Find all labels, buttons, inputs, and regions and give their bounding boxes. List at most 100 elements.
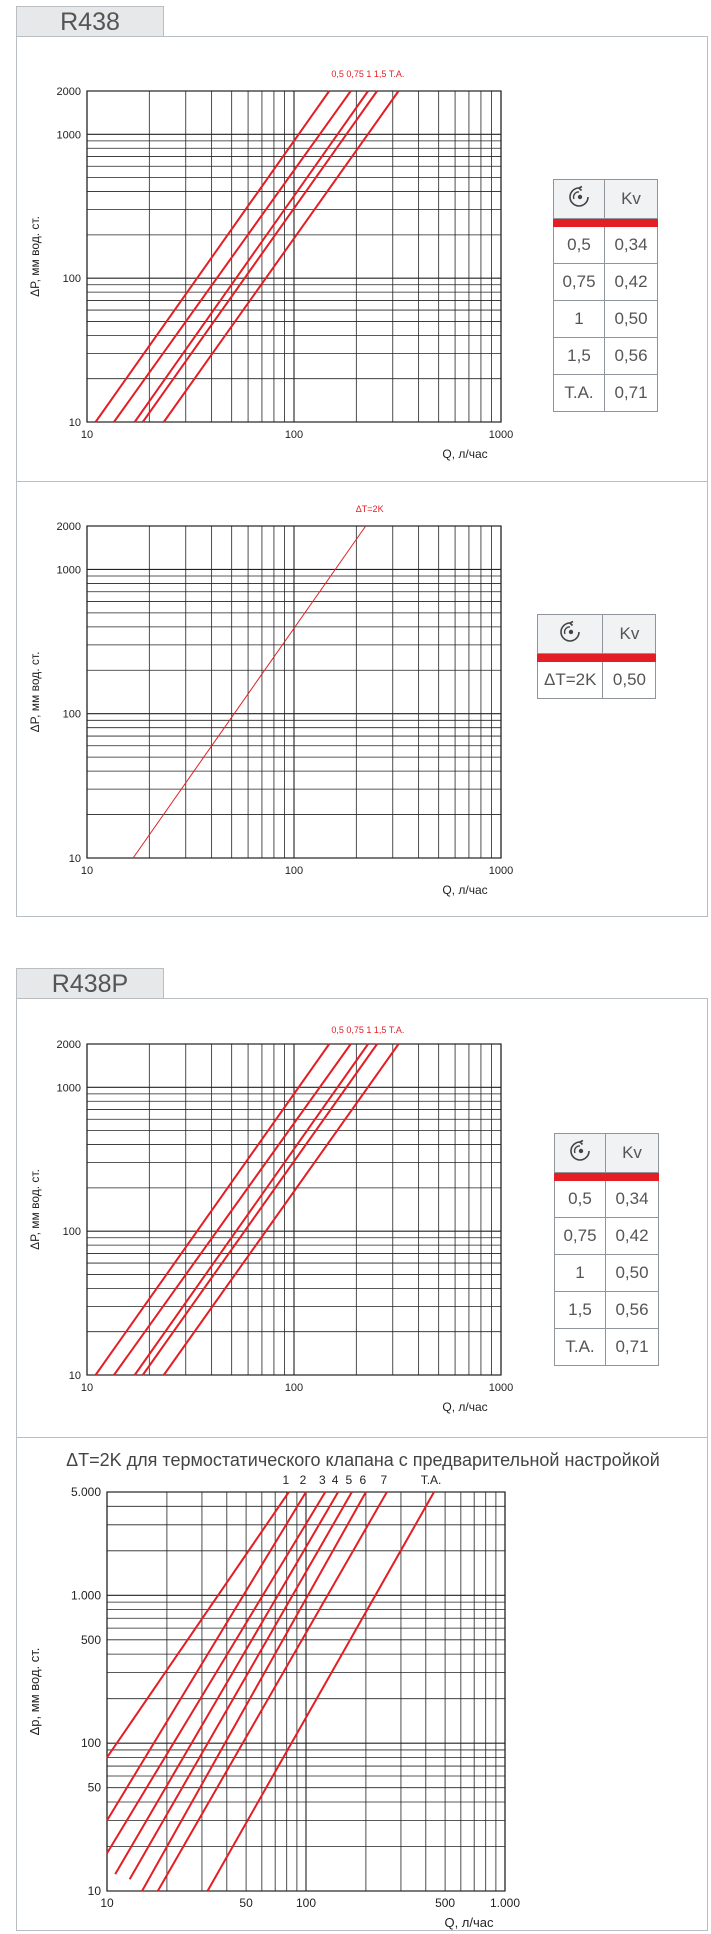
kv-row: T.A. 0,71 [554, 1328, 659, 1366]
series-label: 7 [381, 1473, 388, 1487]
y-tick-label: 100 [81, 1736, 101, 1750]
valve-icon-cell [536, 614, 604, 654]
chart-r438p-dt2k: 10 50 100 500 1.000 10 50 100 500 1.000 5.000 Q, л/… [27, 1473, 520, 1930]
chart-panel-r438p-1: 10 100 1000 10 100 1000 2000 Q, л/час ΔP, мм вод… [16, 998, 708, 1438]
series-line [162, 90, 400, 423]
series-label: 0,5 [331, 1025, 344, 1035]
series-line [132, 525, 367, 859]
series-line [133, 1043, 369, 1376]
kv-row: 0,75 0,42 [554, 1217, 659, 1255]
y-tick-label: 50 [88, 1781, 102, 1795]
series-line [106, 1491, 307, 1821]
series-line [113, 90, 352, 423]
y-axis-label: ΔP, мм вод. ст. [28, 1169, 42, 1250]
kv-row: 0,5 0,34 [553, 226, 658, 264]
x-axis-label: Q, л/час [444, 1915, 494, 1930]
chart-panel-r438-1: 10 100 1000 10 100 1000 2000 Q, л/час ΔP, мм вод… [16, 36, 708, 482]
x-tick-label: 100 [285, 429, 303, 441]
setting-value: T.A. [553, 374, 605, 412]
y-tick-label: 10 [69, 417, 81, 429]
header-accent-bar [536, 653, 657, 662]
plot-frame [86, 1043, 502, 1376]
y-tick-label: 100 [63, 1226, 81, 1238]
x-axis-label: Q, л/час [442, 883, 487, 897]
y-tick-label: 10 [69, 1370, 81, 1382]
x-tick-label: 10 [81, 865, 93, 877]
y-tick-label: 2000 [57, 1039, 81, 1051]
kv-row: 0,75 0,42 [553, 263, 658, 301]
series-label: ΔT=2K [356, 504, 384, 514]
setting-value: 0,75 [553, 263, 605, 301]
series-label: 0,75 [344, 1025, 364, 1035]
tab-r438[interactable]: R438 [16, 6, 164, 36]
y-axis-label: Δp, мм вод. ст. [27, 1648, 42, 1736]
series-line [162, 1043, 400, 1376]
setting-value: 1,5 [553, 337, 605, 375]
tab-label: R438P [51, 970, 129, 998]
kv-value: 0,50 [604, 300, 658, 338]
header-accent-bar [554, 1172, 659, 1181]
kv-value: 0,50 [602, 661, 657, 699]
setting-value: ΔT=2K [536, 661, 604, 699]
series-labels: 0,5 0,75 1 1,5 T.A. [331, 69, 404, 79]
x-tick-label: 1000 [489, 1382, 513, 1394]
y-tick-label: 2000 [57, 86, 81, 98]
series-line [114, 1491, 339, 1875]
kv-value: 0,42 [604, 263, 658, 301]
valve-icon [569, 185, 589, 207]
x-tick-label: 500 [435, 1896, 455, 1910]
tab-r438p[interactable]: R438P [16, 968, 164, 998]
series-line [94, 90, 331, 423]
x-tick-label: 10 [81, 429, 93, 441]
chart-title: ΔT=2K для термостатического клапана с пр… [66, 1450, 660, 1470]
x-axis-label: Q, л/час [442, 447, 487, 461]
series-label: 2 [300, 1473, 307, 1487]
series-label: T.A. [421, 1473, 442, 1487]
kv-row: 1,5 0,56 [554, 1291, 659, 1329]
kv-header: Kv [602, 614, 657, 654]
kv-value: 0,42 [605, 1217, 659, 1255]
kv-header-row: Kv [536, 614, 657, 654]
plot-frame [86, 525, 502, 859]
setting-value: 1 [554, 1254, 606, 1292]
series-label: 6 [360, 1473, 367, 1487]
series-line [156, 1491, 388, 1892]
y-tick-label: 100 [63, 709, 81, 721]
x-tick-label: 10 [100, 1896, 114, 1910]
series-label: 0,5 [331, 69, 344, 79]
series-line [106, 1491, 290, 1759]
series-line [141, 1491, 367, 1892]
y-axis-label: ΔP, мм вод. ст. [28, 216, 42, 297]
valve-icon-cell [553, 179, 605, 219]
plot-frame [86, 90, 502, 423]
series-label: T.A. [386, 69, 404, 79]
setting-value: 0,5 [553, 226, 605, 264]
setting-value: 1 [553, 300, 605, 338]
chart-r438-settings: 10 100 1000 10 100 1000 2000 Q, л/час ΔP, мм вод… [28, 69, 513, 461]
series-line [113, 1043, 352, 1376]
chart-panel-r438p-2: ΔT=2K для термостатического клапана с пр… [16, 1437, 708, 1931]
y-tick-label: 10 [69, 853, 81, 865]
series-label: 1 [283, 1473, 290, 1487]
series-labels: 0,5 0,75 1 1,5 T.A. [331, 1025, 404, 1035]
setting-value: T.A. [554, 1328, 606, 1366]
grid [106, 1491, 506, 1892]
setting-value: 0,5 [554, 1180, 606, 1218]
kv-row: 1,5 0,56 [553, 337, 658, 375]
x-tick-label: 1.000 [490, 1896, 520, 1910]
kv-value: 0,34 [604, 226, 658, 264]
y-axis-label: ΔP, мм вод. ст. [28, 652, 42, 733]
series-label: 1,5 [371, 1025, 386, 1035]
series-line [106, 1491, 327, 1854]
y-tick-label: 10 [88, 1884, 102, 1898]
series-label: 1 [364, 69, 372, 79]
kv-row: T.A. 0,71 [553, 374, 658, 412]
chart-panel-r438-2: 10 100 1000 10 100 1000 2000 Q, л/час ΔP, мм вод… [16, 481, 708, 917]
kv-value: 0,34 [605, 1180, 659, 1218]
series-label: 3 [319, 1473, 326, 1487]
series-line [133, 90, 369, 423]
kv-value: 0,50 [605, 1254, 659, 1292]
x-tick-label: 50 [239, 1896, 253, 1910]
y-tick-label: 1000 [57, 129, 81, 141]
y-tick-label: 1000 [57, 1082, 81, 1094]
